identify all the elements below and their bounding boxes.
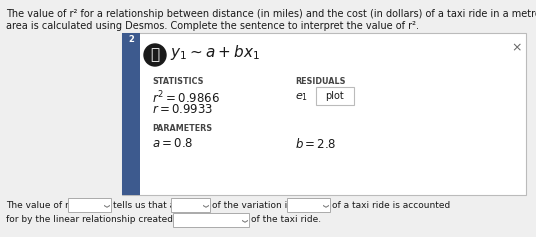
Text: plot: plot [326,91,344,101]
Text: 2: 2 [128,35,134,44]
FancyBboxPatch shape [170,198,210,212]
Text: $e_1$: $e_1$ [295,91,308,103]
Text: $r = 0.9933$: $r = 0.9933$ [152,103,213,116]
Text: ❯: ❯ [201,203,207,208]
Text: of the taxi ride.: of the taxi ride. [251,215,321,224]
Text: ❯: ❯ [102,203,108,208]
FancyBboxPatch shape [287,198,330,212]
Text: $y_1 \sim a + bx_1$: $y_1 \sim a + bx_1$ [170,43,260,62]
FancyBboxPatch shape [122,33,526,195]
Text: Ⓝ: Ⓝ [151,47,160,63]
Text: ❯: ❯ [321,203,327,208]
Text: for by the linear relationship created with the: for by the linear relationship created w… [6,215,213,224]
Text: RESIDUALS: RESIDUALS [295,77,346,86]
FancyBboxPatch shape [173,213,249,227]
Text: PARAMETERS: PARAMETERS [152,124,212,133]
Text: $a = 0.8$: $a = 0.8$ [152,137,193,150]
Text: tells us that about: tells us that about [113,201,196,210]
FancyBboxPatch shape [122,33,140,195]
Text: ❯: ❯ [240,218,246,223]
Text: of a taxi ride is accounted: of a taxi ride is accounted [332,201,450,210]
FancyBboxPatch shape [316,87,354,105]
FancyBboxPatch shape [68,198,110,212]
Circle shape [144,44,166,66]
Text: area is calculated using Desmos. Complete the sentence to interpret the value of: area is calculated using Desmos. Complet… [6,21,419,31]
Text: ×: × [511,41,522,54]
Text: The value of r² for a relationship between distance (in miles) and the cost (in : The value of r² for a relationship betwe… [6,9,536,19]
Text: STATISTICS: STATISTICS [152,77,204,86]
Text: $b = 2.8$: $b = 2.8$ [295,137,336,151]
Text: The value of r² =: The value of r² = [6,201,83,210]
Text: $r^2 = 0.9866$: $r^2 = 0.9866$ [152,90,220,107]
Text: of the variation in the: of the variation in the [212,201,311,210]
